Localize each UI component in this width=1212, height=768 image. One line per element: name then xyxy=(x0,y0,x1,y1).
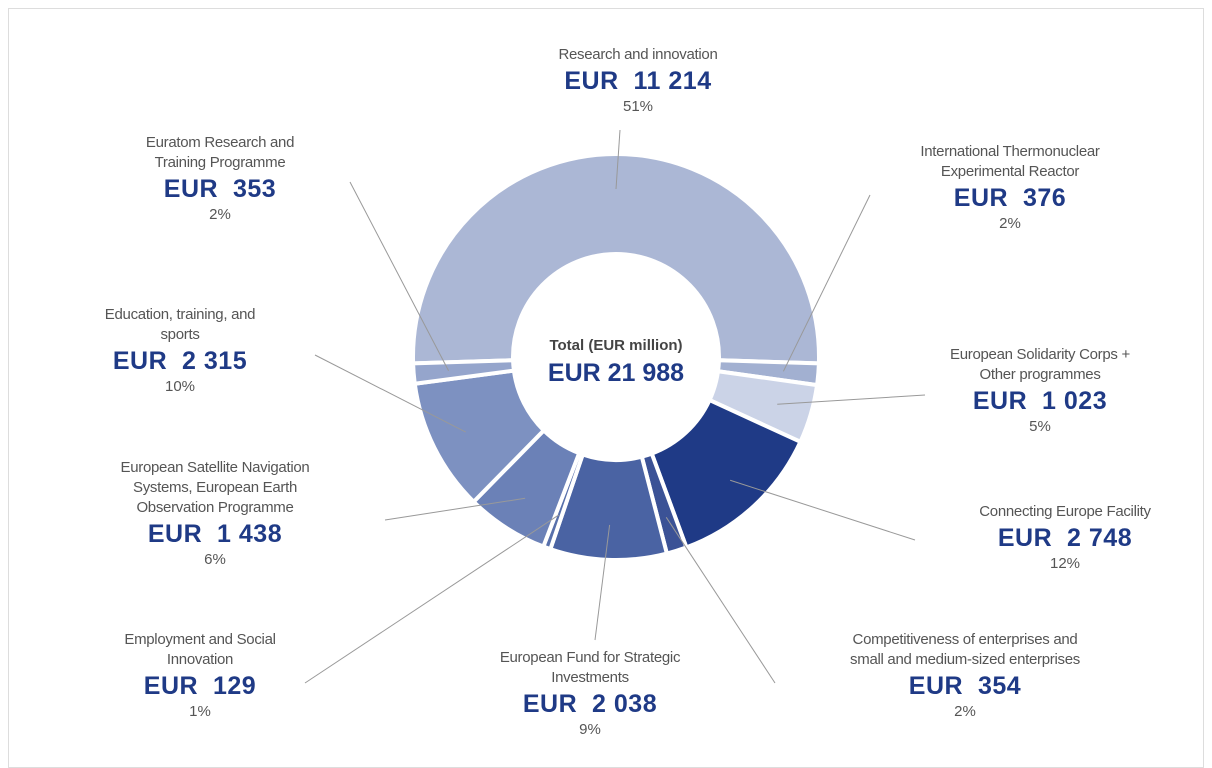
leader-line xyxy=(615,129,621,190)
value-label: EUR 353 xyxy=(163,175,277,203)
percent-label: 12% xyxy=(1049,555,1081,572)
category-name: European Satellite Navigation Systems, E… xyxy=(120,459,310,516)
category-name: Research and innovation xyxy=(558,46,718,63)
leader-line xyxy=(777,394,926,405)
percent-label: 5% xyxy=(1029,418,1051,435)
leader-line xyxy=(384,497,526,521)
value-label: EUR 354 xyxy=(908,672,1022,700)
category-name: European Fund for Strategic Investments xyxy=(499,649,681,686)
percent-label: 2% xyxy=(209,206,231,223)
leader-line xyxy=(729,479,916,541)
value-label: EUR 2 315 xyxy=(112,347,248,375)
category-name: International Thermonuclear Experimental… xyxy=(920,143,1100,180)
percent-label: 9% xyxy=(579,721,601,738)
center-label: Total (EUR million) EUR 21 988 xyxy=(516,335,716,389)
segment-label: Education, training, and sports EUR 2 315… xyxy=(20,305,340,397)
category-name: Competitiveness of enterprises and small… xyxy=(850,631,1080,668)
category-name: Employment and Social Innovation xyxy=(124,631,276,668)
value-label: EUR 129 xyxy=(143,672,257,700)
percent-label: 10% xyxy=(164,378,196,395)
percent-label: 2% xyxy=(999,215,1021,232)
center-title: Total (EUR million) xyxy=(549,337,683,354)
segment-label: Employment and Social Innovation EUR 129 1… xyxy=(40,630,360,722)
donut-segment xyxy=(411,358,517,387)
segment-label: International Thermonuclear Experimental… xyxy=(850,142,1170,234)
leader-line xyxy=(665,517,776,684)
center-value: EUR 21 988 xyxy=(547,359,685,387)
segment-label: Competitiveness of enterprises and small… xyxy=(805,630,1125,722)
segment-label: European Satellite Navigation Systems, E… xyxy=(55,458,375,570)
category-name: Education, training, and sports xyxy=(104,306,256,343)
category-name: European Solidarity Corps + Other progra… xyxy=(950,346,1130,383)
value-label: EUR 11 214 xyxy=(564,67,712,95)
percent-label: 1% xyxy=(189,703,211,720)
value-label: EUR 2 748 xyxy=(997,524,1133,552)
leader-line xyxy=(314,354,466,433)
leader-line xyxy=(304,514,560,684)
percent-label: 6% xyxy=(204,551,226,568)
category-name: Euratom Research and Training Programme xyxy=(145,134,295,171)
segment-label: Euratom Research and Training Programme E… xyxy=(60,133,380,225)
leader-line xyxy=(349,181,450,371)
segment-label: Connecting Europe Facility EUR 2 748 12% xyxy=(905,502,1212,574)
percent-label: 51% xyxy=(622,98,654,115)
leader-line xyxy=(594,524,611,641)
value-label: EUR 1 023 xyxy=(972,387,1108,415)
donut-segment xyxy=(411,152,821,366)
value-label: EUR 2 038 xyxy=(522,690,658,718)
value-label: EUR 376 xyxy=(953,184,1067,212)
segment-label: Research and innovation EUR 11 214 51% xyxy=(478,45,798,117)
value-label: EUR 1 438 xyxy=(147,520,283,548)
segment-label: European Fund for Strategic Investments E… xyxy=(430,648,750,740)
leader-line xyxy=(782,194,871,372)
percent-label: 2% xyxy=(954,703,976,720)
category-name: Connecting Europe Facility xyxy=(979,503,1151,520)
segment-label: European Solidarity Corps + Other progra… xyxy=(880,345,1200,437)
